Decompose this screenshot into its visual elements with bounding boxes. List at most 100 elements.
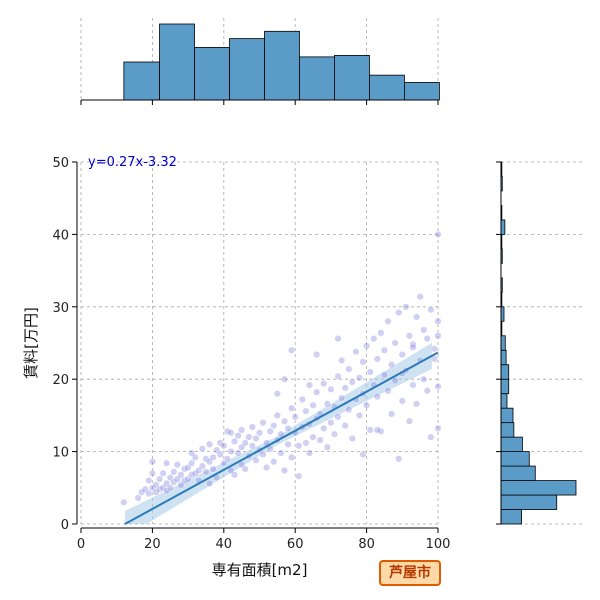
scatter-point xyxy=(334,335,342,343)
scatter-point xyxy=(288,404,296,412)
x-tick-label: 60 xyxy=(287,537,304,552)
scatter-point xyxy=(156,485,164,493)
scatter-point xyxy=(434,230,442,238)
scatter-point xyxy=(395,455,403,463)
scatter-point xyxy=(430,345,438,353)
x-tick-label: 80 xyxy=(358,537,375,552)
scatter-point xyxy=(313,351,321,359)
scatter-point xyxy=(145,477,153,485)
scatter-point xyxy=(359,450,367,458)
scatter-point xyxy=(259,450,267,458)
scatter-point xyxy=(302,439,310,447)
scatter-point xyxy=(198,445,206,453)
scatter-point xyxy=(266,427,274,435)
top-histogram-bar xyxy=(123,61,160,101)
scatter-point xyxy=(273,411,281,419)
scatter-point xyxy=(427,433,435,441)
right-histogram-bar xyxy=(500,335,506,351)
scatter-point xyxy=(377,329,385,337)
scatter-point xyxy=(188,471,196,479)
top-histogram xyxy=(80,23,440,105)
scatter-point xyxy=(402,303,410,311)
scatter-point xyxy=(416,293,424,301)
scatter-point xyxy=(280,375,288,383)
scatter-point xyxy=(345,406,353,414)
scatter-point xyxy=(348,378,356,386)
right-histogram-bar xyxy=(500,393,508,409)
scatter-point xyxy=(134,494,142,502)
scatter-point xyxy=(234,449,242,457)
scatter-point xyxy=(359,358,367,366)
scatter-point xyxy=(398,351,406,359)
y-tick-label: 10 xyxy=(52,446,69,461)
scatter-point xyxy=(188,449,196,457)
scatter-point xyxy=(398,397,406,405)
scatter-point xyxy=(241,465,249,473)
scatter-point xyxy=(280,417,288,425)
scatter-point xyxy=(409,340,417,348)
scatter-point xyxy=(202,455,210,463)
scatter-point xyxy=(273,390,281,398)
scatter-point xyxy=(405,332,413,340)
top-histogram-bar xyxy=(264,30,300,101)
scatter-point xyxy=(373,355,381,363)
right-histogram-bar xyxy=(500,509,522,525)
scatter-point xyxy=(234,432,242,440)
scatter-point xyxy=(363,401,371,409)
scatter-point xyxy=(338,394,346,402)
scatter-point xyxy=(423,335,431,343)
scatter-point xyxy=(334,372,342,380)
scatter-point xyxy=(277,449,285,457)
scatter-point xyxy=(223,427,231,435)
top-histogram-bar xyxy=(229,38,265,101)
top-histogram-bar xyxy=(369,74,405,101)
scatter-point xyxy=(377,427,385,435)
right-histogram xyxy=(496,161,577,525)
scatter-point xyxy=(370,335,378,343)
scatter-point xyxy=(231,471,239,479)
scatter-point xyxy=(355,374,363,382)
scatter-point xyxy=(259,419,267,427)
scatter-point xyxy=(206,479,214,487)
scatter-point xyxy=(420,326,428,334)
scatter-point xyxy=(270,422,278,430)
scatter-point xyxy=(152,488,160,496)
scatter-point xyxy=(231,437,239,445)
scatter-point xyxy=(373,426,381,434)
scatter-point xyxy=(320,424,328,432)
regression-line-group xyxy=(124,351,439,525)
scatter-point xyxy=(373,393,381,401)
scatter-point xyxy=(252,435,260,443)
scatter-point xyxy=(413,400,421,408)
x-axis-label: 専有面積[m2] xyxy=(212,561,308,579)
x-tick-label: 0 xyxy=(77,537,85,552)
scatter-point xyxy=(216,450,224,458)
right-histogram-bar xyxy=(500,364,510,380)
y-tick-label: 30 xyxy=(52,301,69,316)
scatter-point xyxy=(305,381,313,389)
scatter-point xyxy=(209,453,217,461)
scatter-point xyxy=(352,348,360,356)
right-histogram-bar xyxy=(500,494,558,510)
scatter-point xyxy=(170,468,178,476)
scatter-point xyxy=(148,458,156,466)
scatter-point xyxy=(256,429,264,437)
scatter-point xyxy=(434,317,442,325)
scatter-point xyxy=(323,443,331,451)
right-histogram-bar xyxy=(500,422,515,438)
scatter-point xyxy=(323,400,331,408)
scatter-point xyxy=(291,413,299,421)
scatter-point xyxy=(280,466,288,474)
scatter-point xyxy=(206,440,214,448)
scatter-point xyxy=(305,449,313,457)
scatter-point xyxy=(313,388,321,396)
top-histogram-bar xyxy=(159,23,195,101)
y-tick-label: 40 xyxy=(52,228,69,243)
scatter-point xyxy=(380,346,388,354)
scatter-point xyxy=(156,475,164,483)
scatter-point xyxy=(163,487,171,495)
scatter-point xyxy=(252,456,260,464)
regression-line xyxy=(124,351,439,525)
scatter-point xyxy=(298,395,306,403)
